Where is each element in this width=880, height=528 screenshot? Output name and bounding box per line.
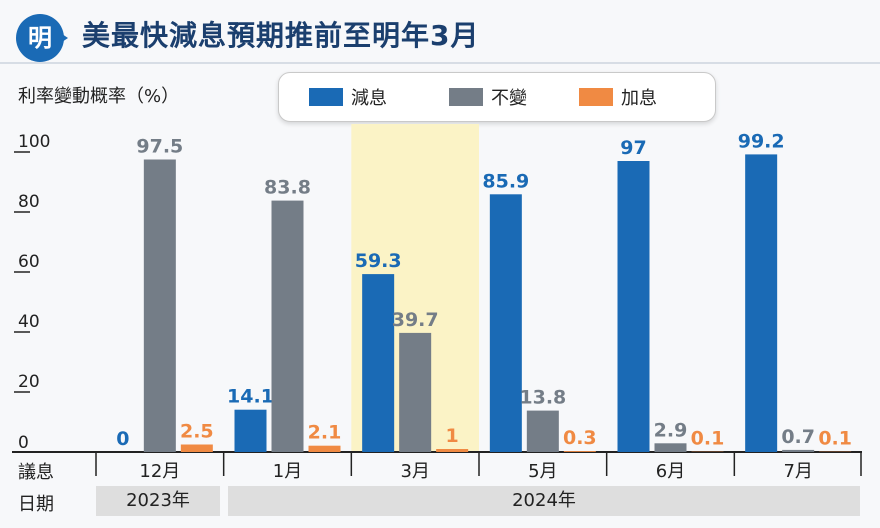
y-tick-label: 100 (18, 132, 50, 152)
title-divider (0, 62, 880, 64)
legend-swatch-hold (449, 88, 483, 106)
data-label: 1 (446, 425, 459, 447)
data-label: 2.1 (308, 422, 342, 444)
data-label: 97 (620, 137, 646, 159)
data-label: 0.7 (781, 426, 815, 448)
legend: 減息 不變 加息 (278, 72, 716, 122)
meeting-row-label: 議息 (18, 462, 54, 483)
y-tick-label: 60 (18, 252, 40, 272)
year-2023-band: 2023年 (96, 486, 220, 516)
bar (745, 154, 778, 452)
data-label: 2.5 (180, 421, 214, 443)
legend-label-hold: 不變 (491, 88, 527, 109)
x-tick-label: 12月 (139, 461, 180, 482)
legend-swatch-cut (309, 88, 343, 106)
bar (654, 443, 687, 452)
legend-label-cut: 減息 (351, 88, 387, 109)
data-label: 0.3 (563, 427, 597, 449)
x-tick-label: 3月 (400, 461, 429, 482)
y-tick-label: 80 (18, 192, 40, 212)
bar (436, 449, 469, 452)
bar (563, 451, 596, 452)
data-label: 99.2 (738, 130, 785, 152)
bar (362, 274, 395, 452)
year-2024-band: 2024年 (228, 486, 860, 516)
data-label: 2.9 (654, 419, 688, 441)
bar (782, 449, 815, 452)
bar (617, 161, 650, 452)
data-label: 39.7 (392, 309, 439, 331)
data-label: 13.8 (519, 387, 566, 409)
bar (399, 332, 432, 452)
data-label: 0 (116, 428, 129, 450)
x-tick-label: 1月 (273, 461, 302, 482)
bar (180, 444, 213, 452)
legend-item-hike: 加息 (579, 85, 657, 109)
y-tick-label: 0 (18, 433, 29, 453)
data-label: 59.3 (355, 250, 402, 272)
data-label: 0.1 (818, 428, 852, 450)
bar (143, 159, 176, 452)
data-label: 97.5 (136, 136, 183, 158)
data-label: 0.1 (691, 428, 725, 450)
data-label: 14.1 (227, 386, 274, 408)
data-label: 85.9 (482, 170, 529, 192)
date-row-label: 日期 (18, 494, 54, 515)
y-tick-label: 20 (18, 372, 40, 392)
header: 明 美最快減息預期推前至明年3月 (0, 0, 880, 72)
data-label: 83.8 (264, 177, 311, 199)
bar (526, 410, 559, 452)
x-tick-label: 5月 (528, 461, 557, 482)
x-tick-label: 6月 (656, 461, 685, 482)
bar (234, 409, 267, 452)
bar (308, 445, 341, 452)
legend-label-hike: 加息 (621, 88, 657, 109)
y-tick-label: 40 (18, 312, 40, 332)
logo-icon: 明 (16, 14, 64, 62)
bar (271, 200, 304, 452)
chart-title: 美最快減息預期推前至明年3月 (82, 19, 480, 52)
x-tick-label: 7月 (783, 461, 812, 482)
y-axis-label: 利率變動概率（%） (18, 86, 180, 107)
legend-item-cut: 減息 (309, 85, 387, 109)
bar (489, 194, 522, 453)
legend-item-hold: 不變 (449, 85, 527, 109)
legend-swatch-hike (579, 88, 613, 106)
